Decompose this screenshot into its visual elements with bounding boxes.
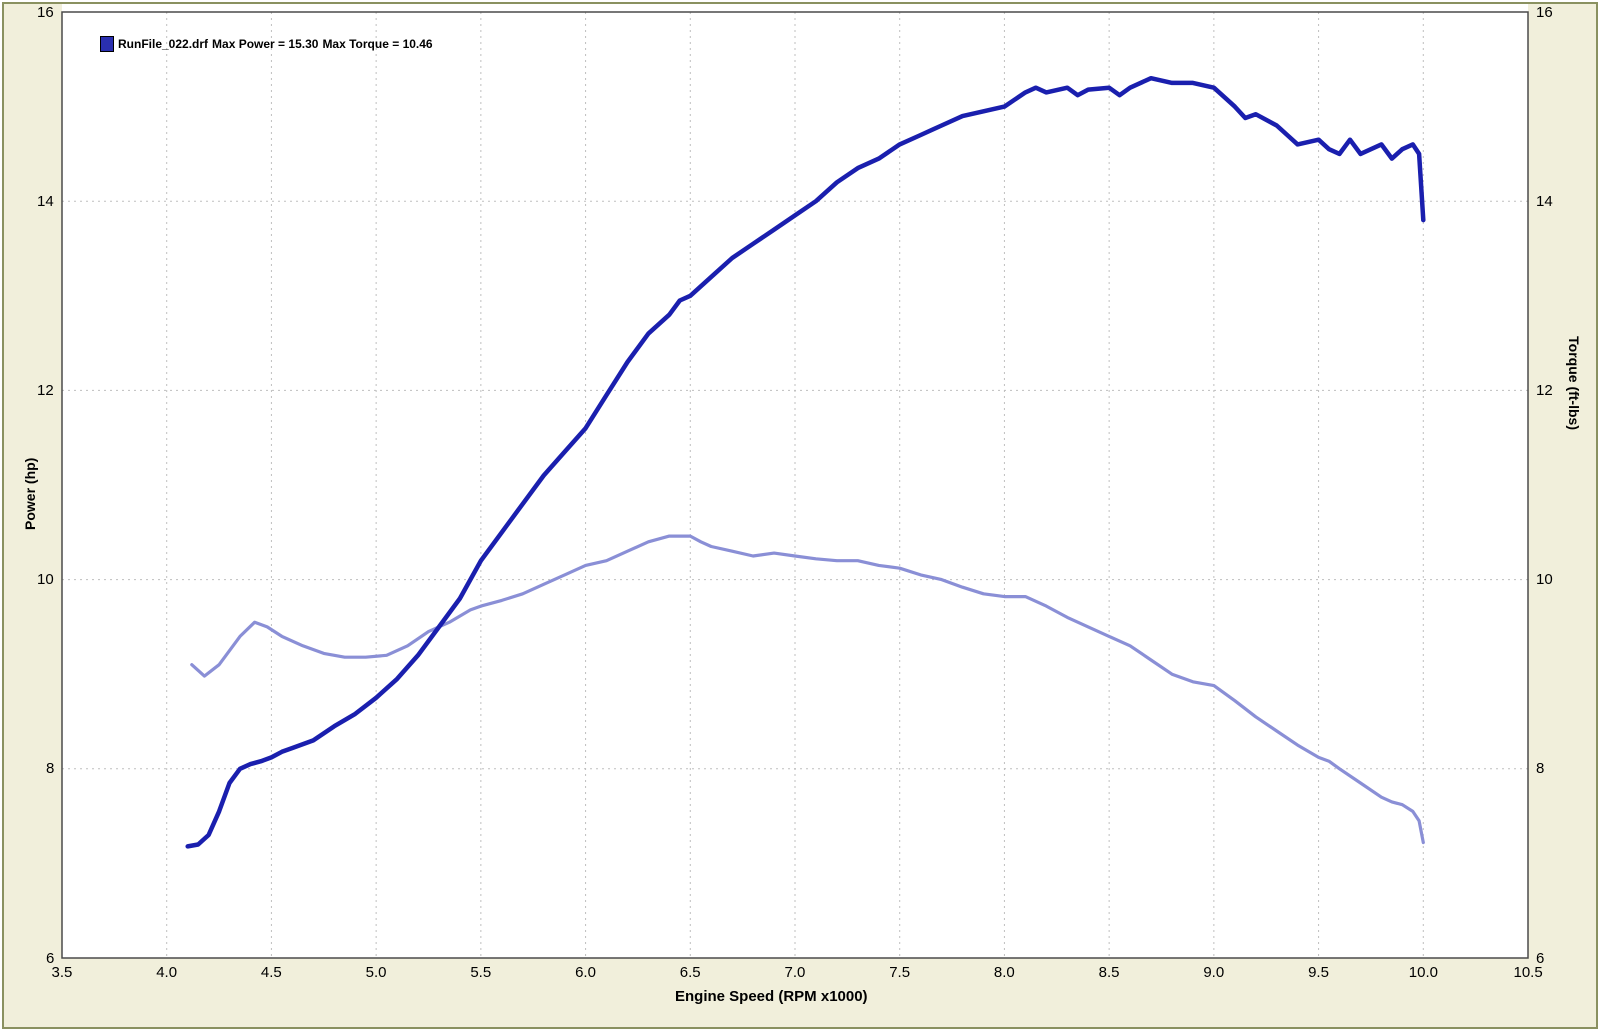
tick-label: 16: [37, 4, 54, 21]
tick-label: 12: [1536, 382, 1553, 399]
tick-label: 5.5: [470, 964, 491, 981]
tick-label: 14: [1536, 193, 1553, 210]
tick-label: 7.0: [785, 964, 806, 981]
legend-file: RunFile_022.drf: [118, 37, 208, 51]
y-axis-right-label: Torque (ft-lbs): [1566, 336, 1582, 430]
tick-label: 6.5: [680, 964, 701, 981]
tick-label: 4.5: [261, 964, 282, 981]
tick-label: 12: [37, 382, 54, 399]
tick-label: 10.0: [1409, 964, 1438, 981]
tick-label: 7.5: [889, 964, 910, 981]
tick-label: 16: [1536, 4, 1553, 21]
legend-swatch: [100, 36, 114, 52]
y-axis-left-label: Power (hp): [22, 458, 38, 530]
legend: RunFile_022.drf Max Power = 15.30 Max To…: [100, 36, 433, 52]
tick-label: 6.0: [575, 964, 596, 981]
tick-label: 8: [46, 760, 54, 777]
tick-label: 10: [37, 571, 54, 588]
tick-label: 6: [1536, 950, 1544, 967]
tick-label: 3.5: [52, 964, 73, 981]
tick-label: 5.0: [366, 964, 387, 981]
tick-label: 4.0: [156, 964, 177, 981]
tick-label: 8.0: [994, 964, 1015, 981]
tick-label: 14: [37, 193, 54, 210]
legend-max-power: Max Power = 15.30: [212, 37, 318, 51]
tick-label: 8: [1536, 760, 1544, 777]
legend-max-torque: Max Torque = 10.46: [322, 37, 432, 51]
tick-label: 9.5: [1308, 964, 1329, 981]
tick-label: 6: [46, 950, 54, 967]
tick-label: 9.0: [1203, 964, 1224, 981]
tick-label: 8.5: [1099, 964, 1120, 981]
x-axis-label: Engine Speed (RPM x1000): [675, 988, 868, 1005]
tick-label: 10: [1536, 571, 1553, 588]
dyno-chart: [0, 0, 1600, 1031]
tick-label: 10.5: [1514, 964, 1543, 981]
